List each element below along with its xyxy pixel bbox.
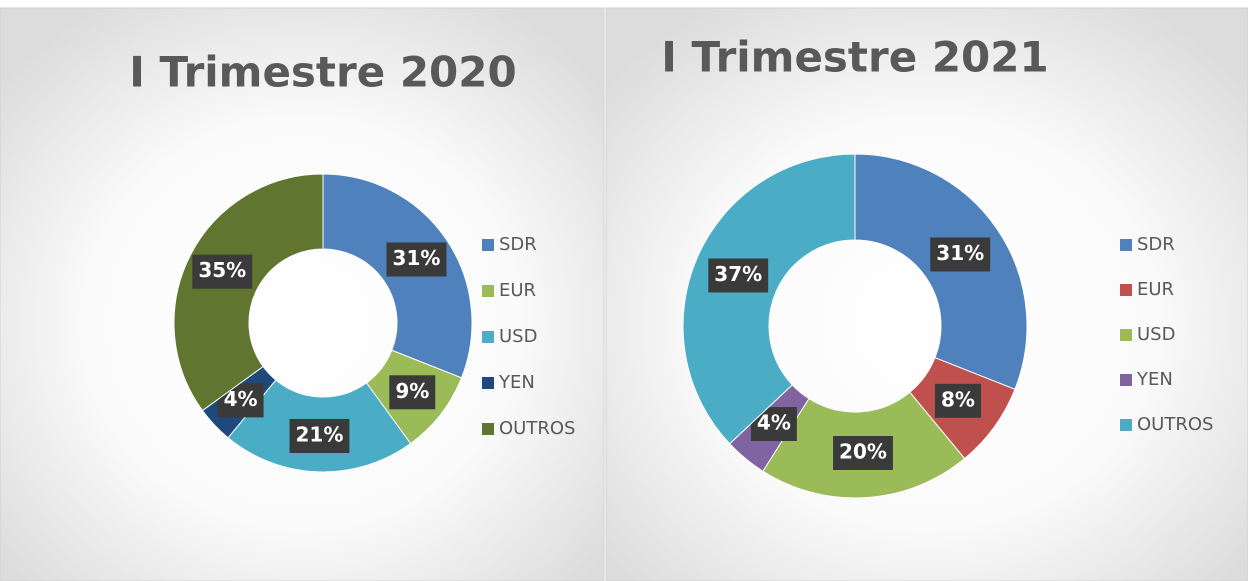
legend-swatch [482, 331, 494, 343]
legend-swatch [482, 285, 494, 297]
legend-label: EUR [1137, 279, 1174, 300]
data-label: 31% [936, 241, 984, 265]
data-label-box [930, 237, 991, 272]
data-label-box [386, 242, 447, 277]
data-label-box [934, 383, 981, 418]
data-label-box [289, 418, 350, 453]
legend-swatch [482, 423, 494, 435]
legend-label: SDR [1137, 234, 1175, 255]
data-label: 4% [757, 411, 791, 435]
legend-label: YEN [498, 372, 535, 393]
data-label-box [192, 254, 253, 289]
legend-label: SDR [499, 234, 537, 255]
data-label-box [833, 435, 893, 470]
legend-swatch [482, 377, 494, 389]
data-label: 9% [395, 379, 429, 403]
data-label: 35% [198, 258, 246, 282]
slice [854, 153, 1028, 390]
legend-label: USD [1137, 324, 1175, 345]
legend-swatch [482, 239, 494, 251]
legend-label: YEN [1136, 369, 1173, 390]
legend-swatch [1120, 374, 1132, 386]
legend-label: EUR [499, 280, 536, 301]
data-label: 31% [393, 246, 441, 270]
legend-swatch [1120, 239, 1132, 251]
slice [682, 153, 856, 445]
data-label-box [389, 375, 436, 410]
slice [173, 173, 324, 412]
legend-swatch [1120, 419, 1132, 431]
data-label: 37% [714, 262, 762, 286]
data-label: 8% [941, 387, 975, 411]
chart-title: I Trimestre 2021 [661, 33, 1048, 82]
panel [0, 7, 605, 581]
chart-title: I Trimestre 2020 [129, 48, 516, 97]
data-label: 21% [296, 422, 344, 446]
legend-label: USD [499, 326, 537, 347]
data-label-box [708, 258, 769, 293]
data-label: 20% [839, 439, 887, 463]
legend-label: OUTROS [499, 418, 575, 439]
legend-swatch [1120, 284, 1132, 296]
legend-swatch [1120, 329, 1132, 341]
legend-label: OUTROS [1137, 414, 1213, 435]
